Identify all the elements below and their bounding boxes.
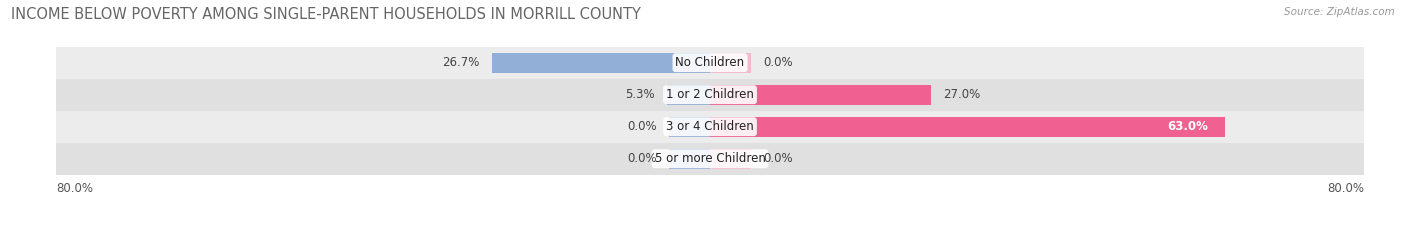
Bar — [56, 47, 1364, 79]
Text: 0.0%: 0.0% — [763, 56, 793, 69]
Text: 0.0%: 0.0% — [627, 152, 657, 165]
Bar — [669, 85, 710, 105]
Bar — [669, 117, 710, 137]
Text: 1 or 2 Children: 1 or 2 Children — [666, 88, 754, 101]
Text: 0.0%: 0.0% — [627, 120, 657, 133]
Text: 80.0%: 80.0% — [56, 182, 93, 195]
Bar — [710, 149, 751, 169]
Bar — [669, 53, 710, 72]
Bar — [492, 53, 710, 72]
Text: 63.0%: 63.0% — [1167, 120, 1209, 133]
Bar — [669, 149, 710, 169]
Bar — [56, 111, 1364, 143]
Text: 5.3%: 5.3% — [624, 88, 654, 101]
Bar — [710, 85, 751, 105]
Text: 80.0%: 80.0% — [1327, 182, 1364, 195]
Bar — [56, 79, 1364, 111]
Text: Source: ZipAtlas.com: Source: ZipAtlas.com — [1284, 7, 1395, 17]
Bar — [710, 85, 931, 105]
Bar — [710, 117, 751, 137]
Text: 5 or more Children: 5 or more Children — [655, 152, 765, 165]
Text: INCOME BELOW POVERTY AMONG SINGLE-PARENT HOUSEHOLDS IN MORRILL COUNTY: INCOME BELOW POVERTY AMONG SINGLE-PARENT… — [11, 7, 641, 22]
Bar — [710, 53, 751, 72]
Bar — [56, 143, 1364, 175]
Text: 0.0%: 0.0% — [763, 152, 793, 165]
Text: No Children: No Children — [675, 56, 745, 69]
Legend: Single Father, Single Mother: Single Father, Single Mother — [592, 230, 828, 233]
Text: 3 or 4 Children: 3 or 4 Children — [666, 120, 754, 133]
Bar — [666, 85, 710, 105]
Bar — [710, 117, 1225, 137]
Text: 27.0%: 27.0% — [943, 88, 980, 101]
Text: 26.7%: 26.7% — [443, 56, 479, 69]
